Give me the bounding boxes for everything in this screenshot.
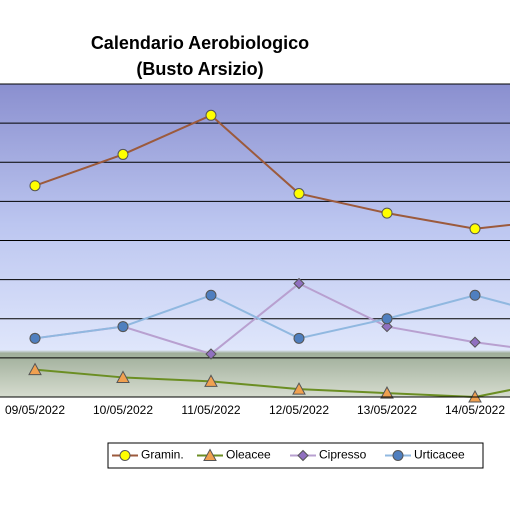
marker	[381, 313, 393, 325]
x-tick-label: 12/05/2022	[269, 403, 329, 417]
marker	[469, 336, 481, 348]
x-tick-label: 09/05/2022	[5, 403, 65, 417]
marker	[203, 448, 217, 461]
marker	[117, 148, 129, 160]
chart-title: Calendario Aerobiologico	[91, 33, 309, 53]
marker	[381, 207, 393, 219]
marker	[297, 449, 309, 462]
marker	[381, 320, 393, 333]
marker	[28, 362, 42, 376]
marker	[29, 180, 41, 192]
marker	[119, 450, 131, 461]
legend-label: Urticacee	[414, 448, 465, 462]
marker	[117, 321, 129, 333]
marker	[293, 188, 305, 200]
marker	[380, 386, 394, 399]
marker	[469, 223, 481, 235]
legend-label: Cipresso	[319, 448, 367, 462]
x-tick-label: 10/05/2022	[93, 403, 153, 417]
marker	[205, 348, 217, 360]
marker	[116, 370, 130, 383]
x-tick-label: 13/05/2022	[357, 403, 417, 417]
marker	[205, 289, 217, 301]
legend-label: Oleacee	[226, 448, 271, 462]
marker	[469, 289, 481, 301]
x-tick-label: 14/05/2022	[445, 403, 505, 417]
marker	[205, 109, 217, 121]
x-tick-label: 11/05/2022	[181, 403, 240, 417]
marker	[292, 382, 306, 395]
marker	[204, 374, 218, 387]
marker	[293, 332, 305, 344]
chart-subtitle: (Busto Arsizio)	[136, 59, 263, 79]
marker	[293, 277, 305, 290]
marker	[392, 450, 404, 461]
marker	[29, 332, 41, 344]
legend-label: Gramin.	[141, 448, 184, 462]
